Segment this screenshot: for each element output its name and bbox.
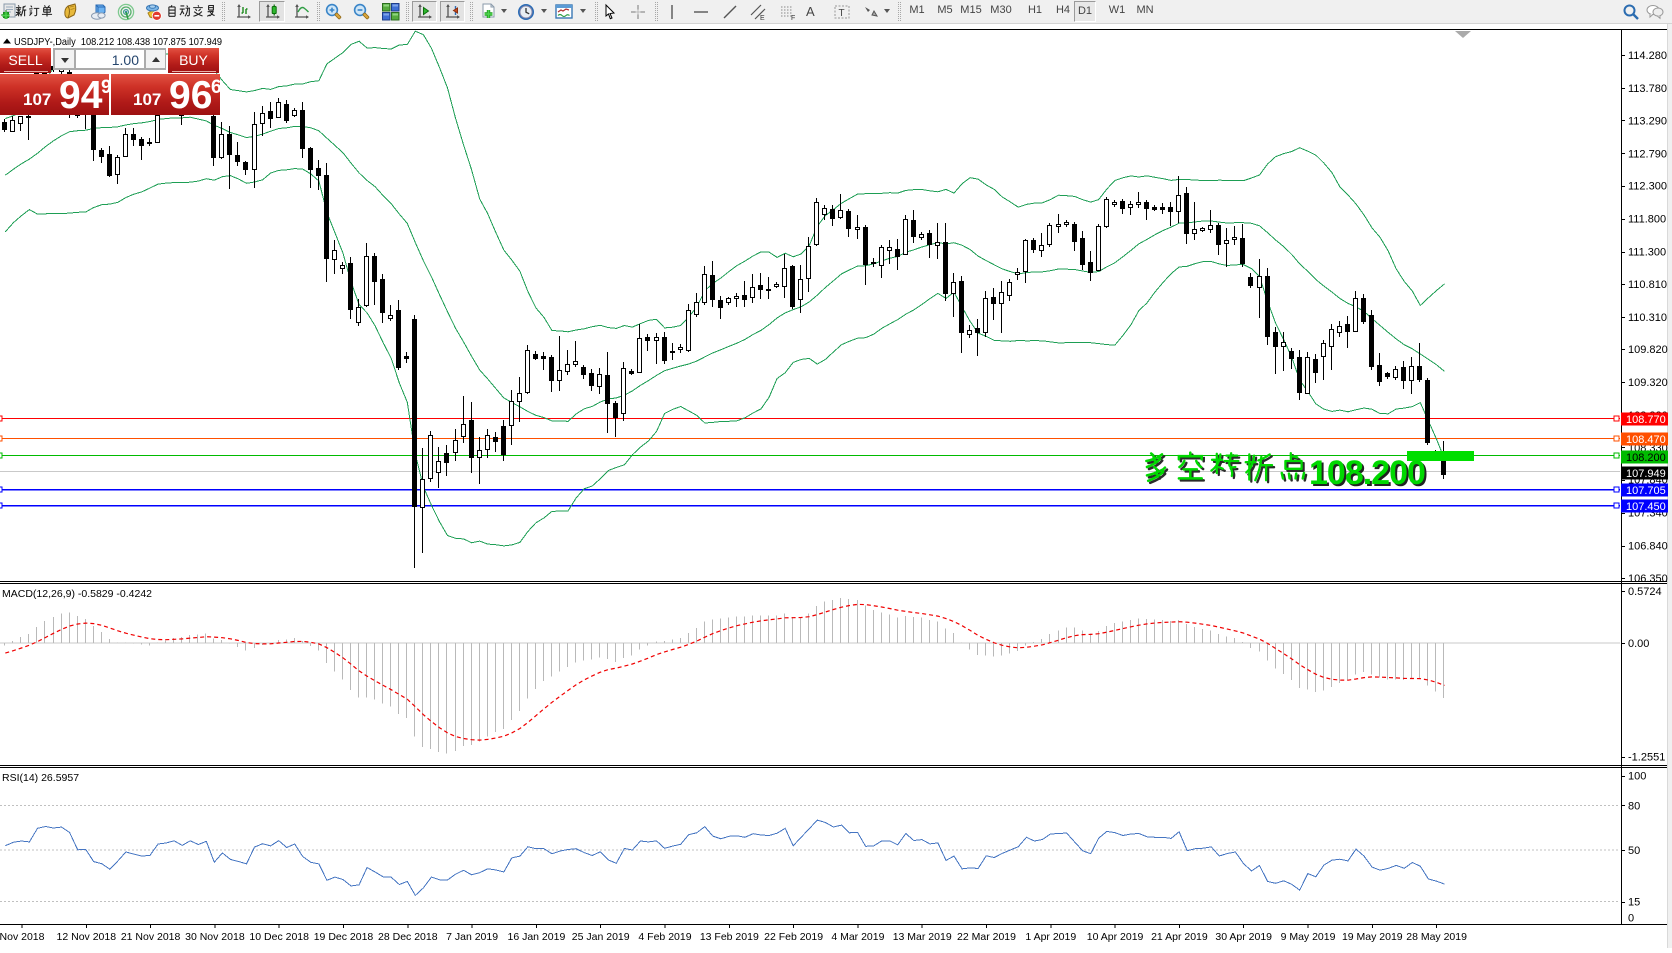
svg-text:RSI(14) 26.5957: RSI(14) 26.5957 xyxy=(2,772,79,784)
svg-text:9 May 2019: 9 May 2019 xyxy=(1281,931,1336,943)
svg-text:50: 50 xyxy=(1628,845,1640,857)
svg-text:106.840: 106.840 xyxy=(1628,541,1668,553)
svg-text:28 May 2019: 28 May 2019 xyxy=(1406,931,1467,943)
svg-text:22 Mar 2019: 22 Mar 2019 xyxy=(957,931,1016,943)
svg-text:108.770: 108.770 xyxy=(1626,414,1666,426)
svg-text:13 Feb 2019: 13 Feb 2019 xyxy=(700,931,759,943)
svg-text:111.300: 111.300 xyxy=(1628,247,1666,259)
svg-text:22 Feb 2019: 22 Feb 2019 xyxy=(764,931,823,943)
svg-text:25 Jan 2019: 25 Jan 2019 xyxy=(572,931,630,943)
svg-text:4 Feb 2019: 4 Feb 2019 xyxy=(638,931,691,943)
svg-text:19 May 2019: 19 May 2019 xyxy=(1342,931,1403,943)
svg-text:13 Mar 2019: 13 Mar 2019 xyxy=(893,931,952,943)
svg-text:0.00: 0.00 xyxy=(1628,638,1649,650)
svg-text:Nov 2018: Nov 2018 xyxy=(0,931,45,943)
svg-text:100: 100 xyxy=(1628,771,1646,783)
svg-text:T: T xyxy=(839,8,845,19)
svg-text:112.790: 112.790 xyxy=(1628,148,1667,160)
svg-text:19 Dec 2018: 19 Dec 2018 xyxy=(314,931,374,943)
svg-text:16 Jan 2019: 16 Jan 2019 xyxy=(507,931,565,943)
svg-text:12 Nov 2018: 12 Nov 2018 xyxy=(57,931,117,943)
svg-text:30 Apr 2019: 30 Apr 2019 xyxy=(1215,931,1272,943)
svg-text:107.949: 107.949 xyxy=(1626,468,1666,480)
svg-text:10 Apr 2019: 10 Apr 2019 xyxy=(1087,931,1144,943)
svg-text:E: E xyxy=(760,15,765,21)
svg-text:15: 15 xyxy=(1628,897,1640,909)
svg-text:30 Nov 2018: 30 Nov 2018 xyxy=(185,931,245,943)
svg-text:0: 0 xyxy=(1628,913,1634,925)
svg-text:107.705: 107.705 xyxy=(1626,485,1666,497)
svg-text:7 Jan 2019: 7 Jan 2019 xyxy=(446,931,498,943)
svg-text:1 Apr 2019: 1 Apr 2019 xyxy=(1025,931,1076,943)
svg-text:109.320: 109.320 xyxy=(1628,377,1668,389)
svg-text:108.200: 108.200 xyxy=(1311,456,1427,494)
svg-text:111.800: 111.800 xyxy=(1628,214,1666,226)
svg-text:113.780: 113.780 xyxy=(1628,83,1667,95)
svg-text:114.280: 114.280 xyxy=(1628,50,1667,62)
svg-text:21 Nov 2018: 21 Nov 2018 xyxy=(121,931,181,943)
svg-text:0.5724: 0.5724 xyxy=(1628,586,1662,598)
svg-text:10 Dec 2018: 10 Dec 2018 xyxy=(249,931,309,943)
svg-text:110.310: 110.310 xyxy=(1628,312,1667,324)
svg-text:107.450: 107.450 xyxy=(1626,501,1666,513)
svg-text:109.820: 109.820 xyxy=(1628,344,1668,356)
svg-text:4 Mar 2019: 4 Mar 2019 xyxy=(831,931,884,943)
svg-text:108.200: 108.200 xyxy=(1626,452,1666,464)
svg-text:108.470: 108.470 xyxy=(1626,434,1666,446)
svg-text:28 Dec 2018: 28 Dec 2018 xyxy=(378,931,438,943)
svg-text:110.810: 110.810 xyxy=(1628,279,1667,291)
svg-text:108.200: 108.200 xyxy=(1309,454,1425,492)
svg-text:-1.2551: -1.2551 xyxy=(1628,752,1665,764)
svg-text:106.350: 106.350 xyxy=(1628,573,1668,585)
svg-text:21 Apr 2019: 21 Apr 2019 xyxy=(1151,931,1208,943)
svg-text:F: F xyxy=(791,15,795,21)
svg-text:MACD(12,26,9) -0.5829 -0.4242: MACD(12,26,9) -0.5829 -0.4242 xyxy=(2,588,152,600)
svg-text:80: 80 xyxy=(1628,800,1640,812)
svg-text:113.290: 113.290 xyxy=(1628,116,1667,128)
svg-text:USDJPY-,Daily 108.212 108.438: USDJPY-,Daily 108.212 108.438 107.875 10… xyxy=(14,36,222,48)
svg-text:112.300: 112.300 xyxy=(1628,181,1667,193)
